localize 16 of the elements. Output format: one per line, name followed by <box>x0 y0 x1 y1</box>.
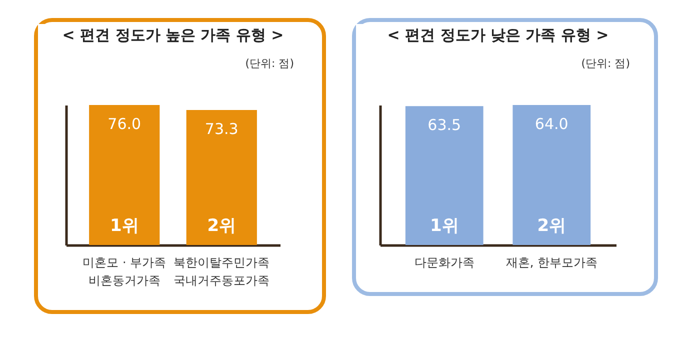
x-tick-label: 북한이탈주민가족 국내거주동포가족 <box>174 256 270 288</box>
annotation: 2위 <box>207 216 236 236</box>
chart-subtitle: (단위: 점) <box>581 57 630 70</box>
data-label: 63.5 <box>428 116 462 134</box>
x-tick-label: 미혼모 · 부가족 비혼동거가족 <box>82 256 166 288</box>
annotation: 1위 <box>430 216 459 236</box>
data-label: 73.3 <box>204 120 238 138</box>
annotation: 1위 <box>110 216 139 236</box>
data-label: 76.0 <box>108 115 142 133</box>
x-tick-label: 다문화가족 <box>414 256 474 270</box>
chart-title: < 편견 정도가 낮은 가족 유형 > <box>387 26 609 44</box>
data-label: 64.0 <box>534 115 568 133</box>
chart-title: < 편견 정도가 높은 가족 유형 > <box>62 26 284 44</box>
annotation: 2위 <box>537 216 566 236</box>
x-tick-label: 재혼, 한부모가족 <box>506 256 598 270</box>
chart-subtitle: (단위: 점) <box>245 57 294 70</box>
